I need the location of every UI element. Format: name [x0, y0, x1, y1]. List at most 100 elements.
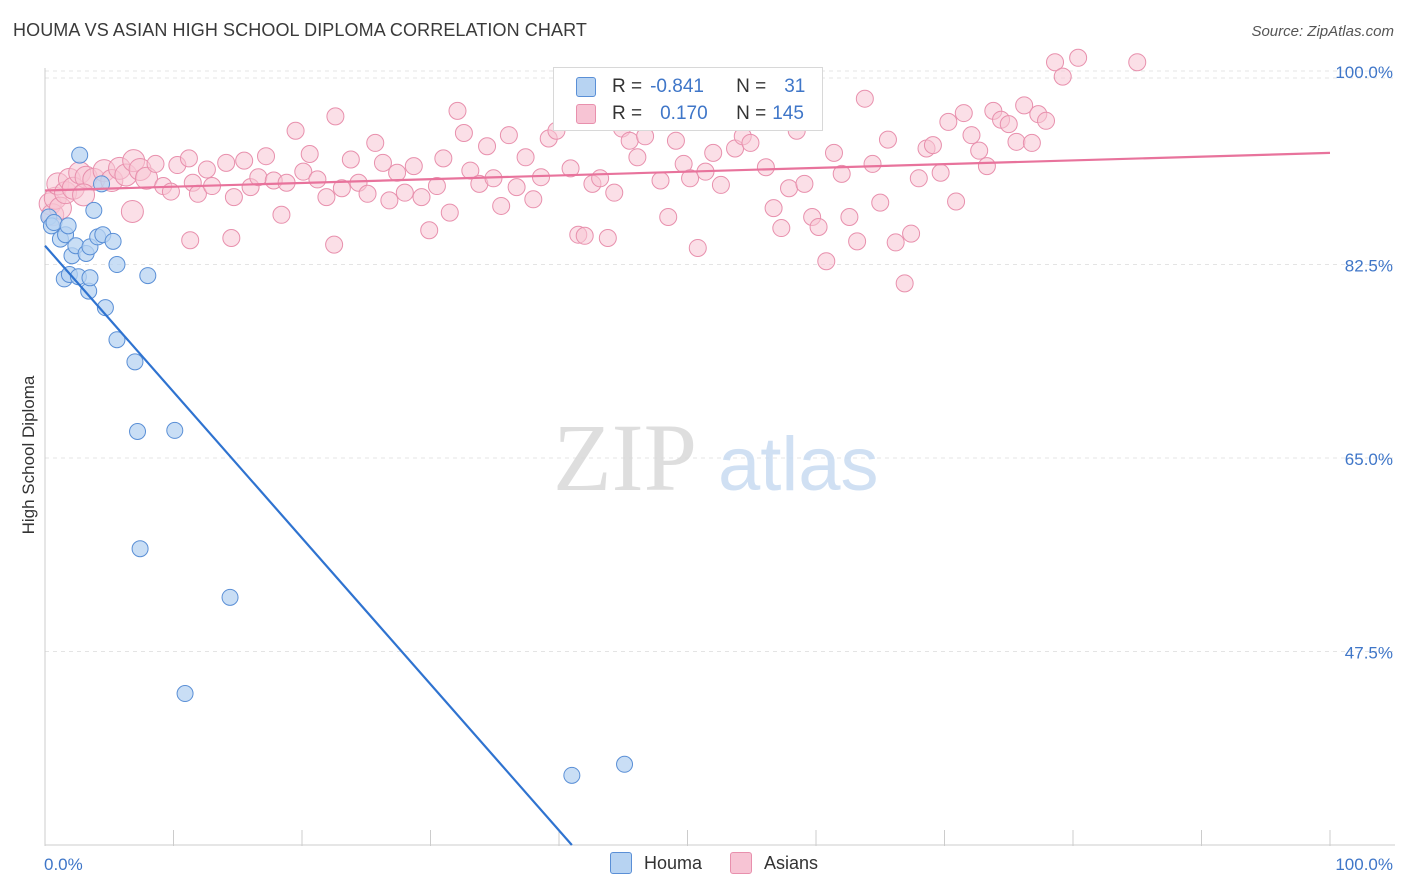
asians-point	[135, 166, 159, 190]
asians-point	[954, 104, 973, 123]
watermark: ZIP atlas	[553, 404, 879, 511]
asians-point	[902, 224, 921, 243]
asians-point	[454, 123, 473, 142]
y-tick-label: 82.5%	[1345, 257, 1393, 276]
asians-point	[1037, 111, 1056, 130]
asians-point	[308, 170, 327, 189]
asians-point	[909, 169, 928, 188]
asians-point	[179, 149, 198, 168]
asians-trend-line	[44, 151, 1331, 192]
houma-point	[126, 353, 144, 371]
asians-point	[780, 179, 799, 198]
asians-point	[146, 154, 165, 173]
asians-point	[294, 162, 313, 181]
asians-point	[286, 121, 305, 140]
legend-item-houma[interactable]: Houma	[610, 852, 702, 874]
asians-point	[817, 252, 836, 271]
asians-point	[524, 190, 543, 209]
asians-point	[999, 115, 1018, 134]
y-tick-label: 100.0%	[1335, 63, 1393, 82]
asians-point	[659, 208, 678, 226]
houma-point	[45, 214, 63, 232]
asians-n-value: 145	[772, 103, 804, 124]
asians-point	[235, 151, 254, 170]
asians-point	[895, 274, 914, 293]
asians-point	[272, 205, 291, 224]
asians-point	[878, 130, 897, 149]
houma-points	[40, 146, 634, 784]
asians-point	[427, 177, 446, 196]
asians-point	[947, 192, 966, 211]
houma-point	[139, 267, 157, 285]
asians-point	[591, 169, 610, 188]
asians-point	[358, 184, 377, 203]
asians-point	[120, 199, 144, 223]
asians-point	[366, 133, 385, 152]
asians-point	[412, 188, 431, 207]
asians-point	[970, 141, 989, 160]
asians-point	[516, 148, 535, 167]
asians-point	[628, 148, 647, 167]
asians-point	[666, 131, 685, 150]
houma-n-value: 31	[784, 76, 806, 97]
asians-point	[939, 112, 958, 131]
asians-point	[848, 232, 867, 251]
asians-point	[832, 164, 851, 183]
asians-point	[380, 191, 399, 210]
asians-point	[448, 101, 467, 120]
watermark-atlas: atlas	[718, 422, 879, 507]
asians-point	[871, 193, 890, 212]
asians-point	[224, 188, 243, 207]
houma-r-value: -0.841	[650, 76, 704, 97]
asians-point	[772, 219, 791, 238]
asians-point	[325, 235, 344, 254]
series-legend: Houma Asians	[610, 852, 846, 874]
asians-n-label: N =	[736, 103, 767, 124]
correlation-legend: R = -0.841 N = 31 R = 0.170 N = 145	[553, 67, 823, 131]
asians-point	[931, 163, 950, 182]
houma-swatch	[576, 77, 596, 97]
asians-point	[217, 153, 236, 172]
asians-point	[257, 147, 276, 166]
asians-point	[326, 107, 345, 126]
asians-point	[440, 203, 459, 222]
asians-point	[620, 131, 639, 150]
trend-lines	[44, 151, 1331, 846]
asians-point	[711, 175, 730, 194]
asians-point	[809, 217, 828, 236]
houma-point	[129, 422, 147, 440]
asians-point	[420, 221, 439, 240]
asians-point	[598, 229, 617, 248]
houma-point	[85, 201, 103, 219]
asians-point	[688, 238, 707, 257]
asians-point	[1128, 53, 1147, 72]
asians-point	[222, 229, 241, 248]
houma-point	[131, 540, 149, 558]
asians-point	[1022, 133, 1041, 152]
asians-point	[492, 196, 511, 215]
houma-point	[563, 766, 581, 784]
y-axis-label: High School Diploma	[19, 375, 38, 534]
asians-point	[605, 183, 624, 202]
asians-point	[651, 171, 670, 190]
houma-r-label: R =	[612, 76, 643, 97]
asians-point	[434, 149, 453, 168]
asians-point	[388, 163, 407, 182]
y-tick-label: 65.0%	[1345, 450, 1393, 469]
asians-point	[332, 179, 351, 198]
asians-point	[855, 89, 874, 108]
houma-n-label: N =	[736, 76, 767, 97]
asians-point	[1053, 67, 1072, 86]
legend-row-asians: R = 0.170 N = 145	[576, 102, 804, 126]
houma-point	[108, 331, 126, 349]
asians-point	[561, 159, 580, 178]
chart-title: HOUMA VS ASIAN HIGH SCHOOL DIPLOMA CORRE…	[13, 20, 587, 40]
legend-item-asians[interactable]: Asians	[730, 852, 818, 874]
houma-point	[166, 421, 184, 439]
asians-point	[886, 233, 905, 252]
asians-point	[341, 150, 360, 169]
asians-point	[575, 226, 594, 245]
asians-point	[795, 174, 814, 193]
asians-r-value: 0.170	[660, 103, 708, 124]
